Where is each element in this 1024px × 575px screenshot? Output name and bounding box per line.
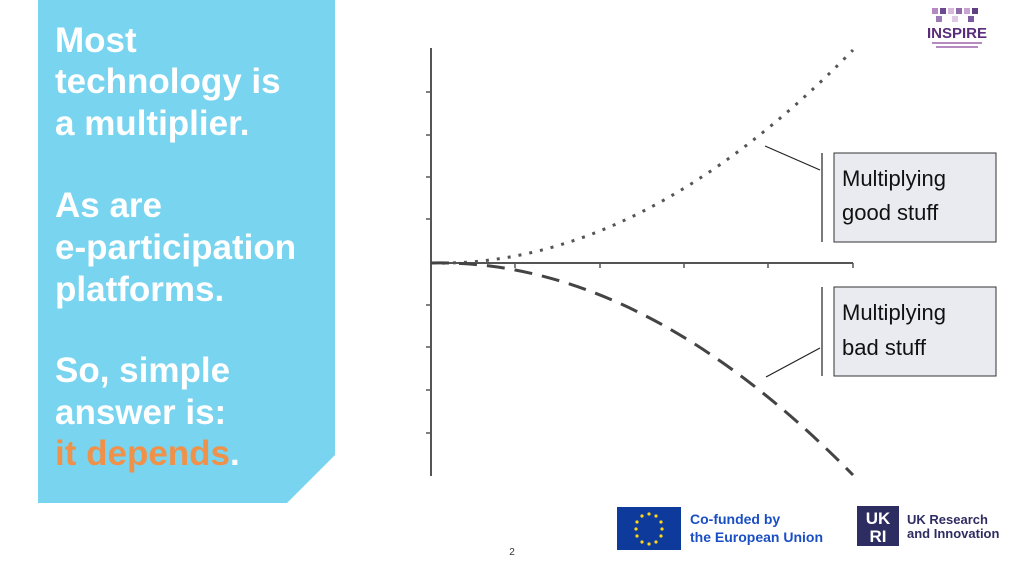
panel-line: platforms. <box>55 270 224 309</box>
ukri-mark-text: RI <box>870 527 887 546</box>
callout-text: Multiplying <box>842 166 946 191</box>
panel-line: technology is <box>55 62 281 101</box>
eu-text: the European Union <box>690 529 823 545</box>
page-number: 2 <box>509 547 515 558</box>
callout-box <box>833 286 997 377</box>
ukri-mark-text: UK <box>866 509 891 528</box>
callout-text: good stuff <box>842 200 939 225</box>
good-curve <box>430 48 855 265</box>
axes <box>430 48 853 476</box>
panel-line: a multiplier. <box>55 104 250 143</box>
logo-text: INSPIRE <box>927 25 987 42</box>
inspire-logo: INSPIRE <box>927 8 987 48</box>
ukri-text: UK Research <box>907 512 988 527</box>
ukri-text: and Innovation <box>907 526 1000 541</box>
callout-text: Multiplying <box>842 300 946 325</box>
callout-text: bad stuff <box>842 335 927 360</box>
panel-line: answer is: <box>55 393 226 432</box>
panel-line: it depends. <box>55 434 240 473</box>
panel-line: Most <box>55 21 137 60</box>
callout-box <box>833 152 997 243</box>
ticks <box>426 91 854 434</box>
bad-curve <box>430 261 855 477</box>
text-panel <box>38 0 335 503</box>
punctuation: . <box>230 434 240 473</box>
highlight: it depends <box>55 434 230 473</box>
ukri-mark <box>857 506 899 546</box>
panel-line: As are <box>55 186 162 225</box>
panel-line: e-participation <box>55 228 296 267</box>
callout-connectors <box>764 145 823 378</box>
panel-line: So, simple <box>55 351 230 390</box>
eu-flag <box>617 507 681 550</box>
eu-text: Co-funded by <box>690 511 780 527</box>
